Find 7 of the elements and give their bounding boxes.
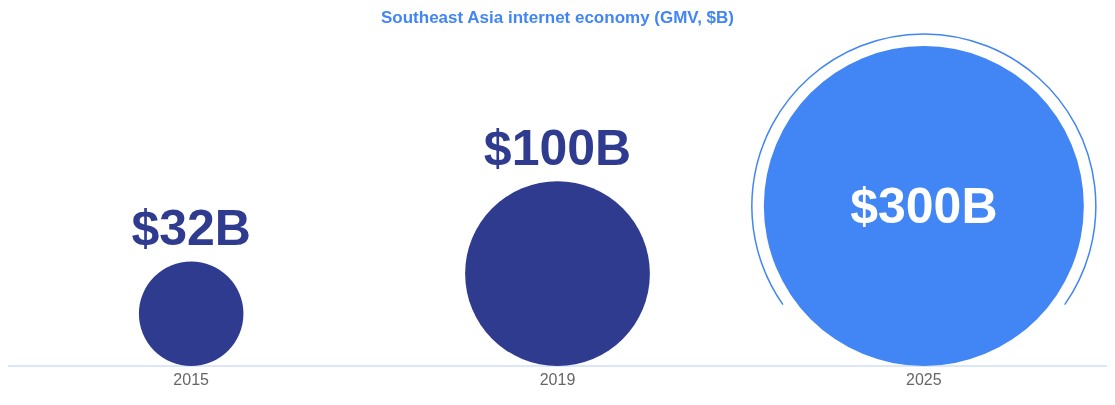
data-label: $100B [483, 120, 632, 177]
category-label: 2019 [539, 371, 576, 389]
category-label: 2025 [906, 371, 942, 389]
category-label: 2015 [173, 371, 210, 389]
text: Southeast Asia internet economy (GMV, $B) [380, 8, 735, 29]
data-label: $32B [131, 200, 251, 257]
data-label: $300B [850, 178, 998, 234]
